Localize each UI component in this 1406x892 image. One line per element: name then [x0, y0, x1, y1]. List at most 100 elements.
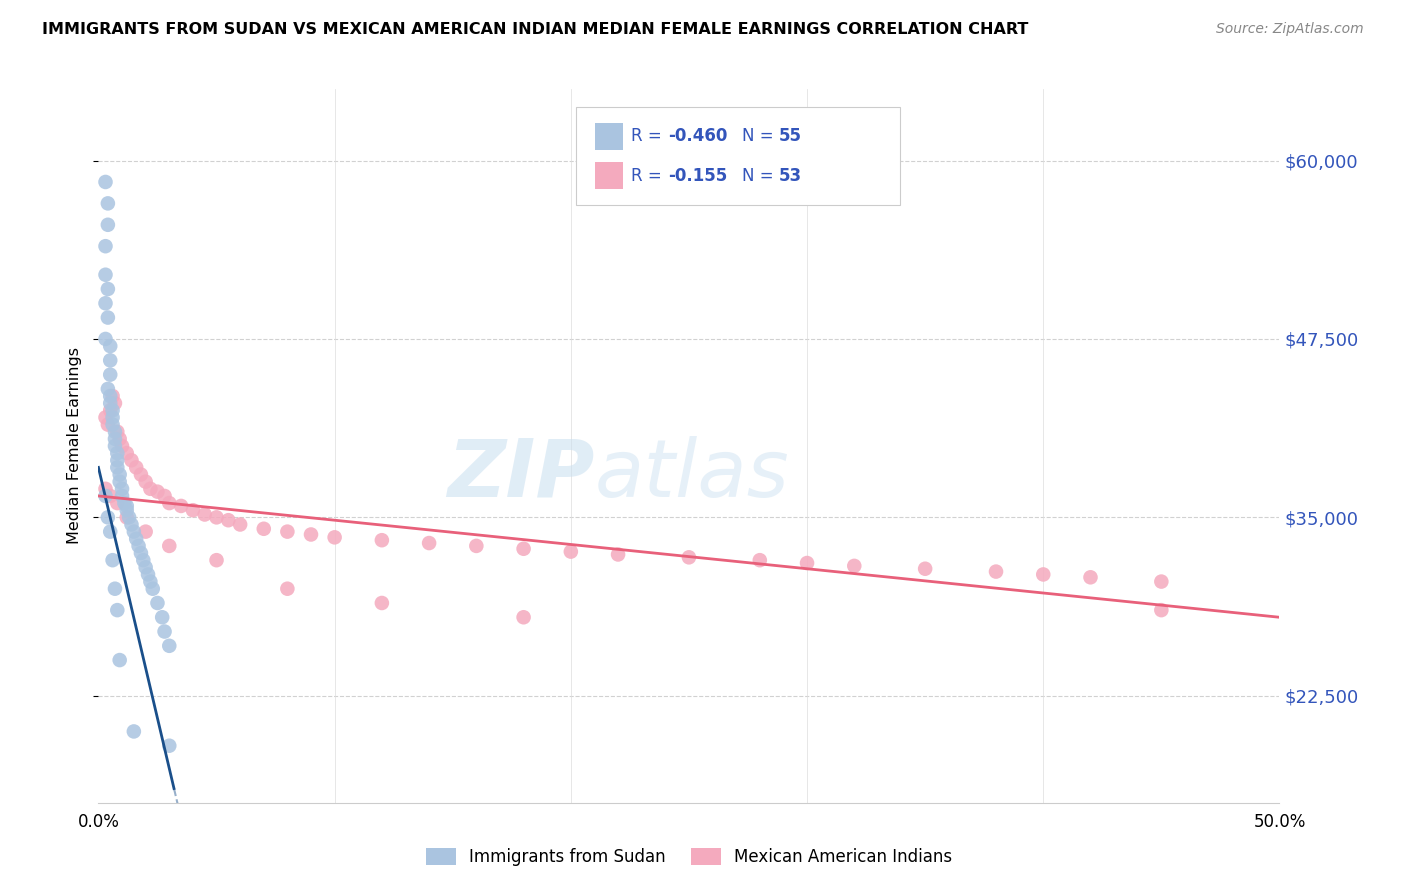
Text: IMMIGRANTS FROM SUDAN VS MEXICAN AMERICAN INDIAN MEDIAN FEMALE EARNINGS CORRELAT: IMMIGRANTS FROM SUDAN VS MEXICAN AMERICA… [42, 22, 1029, 37]
Text: R =: R = [631, 128, 668, 145]
Text: 53: 53 [779, 167, 801, 185]
Point [94, 239, 117, 253]
Point [105, 425, 128, 439]
Y-axis label: Median Female Earnings: Median Female Earnings [67, 348, 83, 544]
Point [229, 517, 252, 532]
Point [150, 610, 173, 624]
Point [253, 522, 276, 536]
Point [98, 389, 121, 403]
Point [98, 339, 121, 353]
Point [118, 510, 141, 524]
Point [205, 510, 228, 524]
Point [115, 503, 138, 517]
Point [748, 553, 770, 567]
Point [94, 482, 117, 496]
Text: -0.155: -0.155 [668, 167, 727, 185]
Point [157, 639, 180, 653]
Point [299, 527, 322, 541]
Point [98, 368, 121, 382]
Point [844, 558, 866, 573]
Text: 55: 55 [779, 128, 801, 145]
Point [111, 482, 134, 496]
Point [105, 460, 128, 475]
Point [1150, 574, 1173, 589]
Point [157, 496, 180, 510]
Point [276, 524, 298, 539]
Point [371, 533, 394, 548]
Point [97, 310, 120, 325]
Point [94, 332, 117, 346]
Point [111, 439, 134, 453]
Point [132, 553, 155, 567]
Text: N =: N = [742, 167, 779, 185]
Point [104, 396, 127, 410]
Point [105, 453, 128, 467]
Point [205, 553, 228, 567]
Point [170, 499, 193, 513]
Point [135, 524, 157, 539]
Point [104, 432, 127, 446]
Point [112, 496, 135, 510]
Point [108, 467, 131, 482]
Point [98, 489, 121, 503]
Point [101, 417, 124, 432]
Point [105, 496, 128, 510]
Text: Source: ZipAtlas.com: Source: ZipAtlas.com [1216, 22, 1364, 37]
Point [108, 475, 131, 489]
Point [115, 499, 138, 513]
Point [94, 296, 117, 310]
Point [181, 503, 204, 517]
Point [1032, 567, 1054, 582]
Text: R =: R = [631, 167, 668, 185]
Point [153, 624, 176, 639]
Point [136, 567, 159, 582]
Text: atlas: atlas [595, 435, 789, 514]
Point [560, 544, 582, 558]
Point [94, 268, 117, 282]
Point [465, 539, 488, 553]
Point [194, 508, 217, 522]
Point [101, 553, 124, 567]
Point [97, 196, 120, 211]
Point [94, 489, 117, 503]
Point [1080, 570, 1102, 584]
Point [105, 603, 128, 617]
Point [153, 489, 176, 503]
Point [135, 560, 157, 574]
Point [98, 524, 121, 539]
Point [146, 484, 169, 499]
Point [101, 389, 124, 403]
Point [108, 653, 131, 667]
Text: N =: N = [742, 128, 779, 145]
Text: -0.460: -0.460 [668, 128, 727, 145]
Point [276, 582, 298, 596]
Point [512, 541, 534, 556]
Point [97, 510, 120, 524]
Text: ZIP: ZIP [447, 435, 595, 514]
Point [157, 739, 180, 753]
Point [104, 439, 127, 453]
Point [97, 417, 120, 432]
Point [125, 532, 148, 546]
Point [129, 546, 152, 560]
Point [122, 524, 145, 539]
Point [157, 539, 180, 553]
Point [217, 513, 239, 527]
Point [98, 403, 121, 417]
Point [984, 565, 1007, 579]
Point [796, 556, 818, 570]
Point [97, 382, 120, 396]
Point [371, 596, 394, 610]
Point [146, 596, 169, 610]
Point [98, 396, 121, 410]
Point [139, 574, 162, 589]
Point [121, 453, 143, 467]
Legend: Immigrants from Sudan, Mexican American Indians: Immigrants from Sudan, Mexican American … [419, 841, 959, 873]
Point [101, 403, 124, 417]
Point [97, 282, 120, 296]
Point [108, 432, 131, 446]
Point [94, 410, 117, 425]
Point [115, 446, 138, 460]
Point [121, 517, 143, 532]
Point [1150, 603, 1173, 617]
